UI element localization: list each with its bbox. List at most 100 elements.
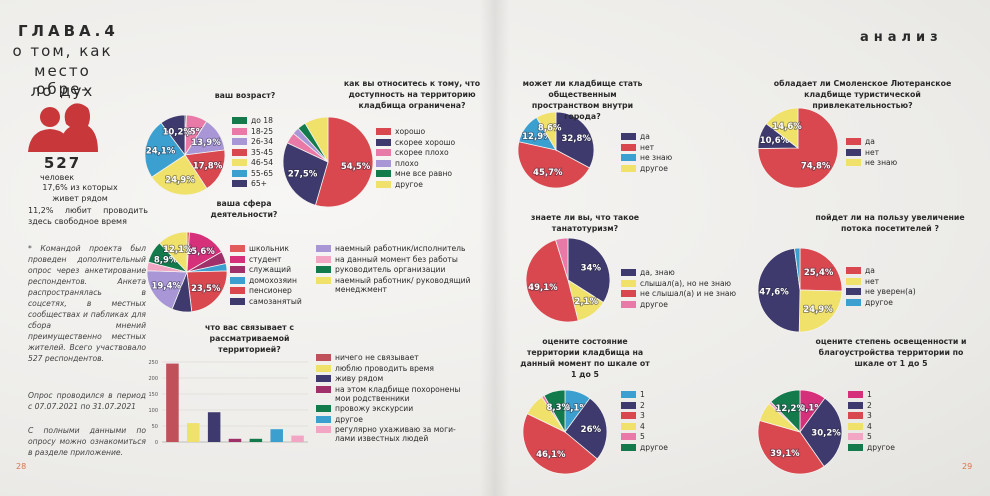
legend-swatch: [846, 288, 861, 295]
bar: [270, 429, 283, 442]
page-number: 28: [16, 462, 27, 471]
pie-slice: [757, 247, 801, 333]
legend-swatch: [846, 138, 861, 145]
data-label: 12,1%: [568, 297, 598, 307]
legend-swatch: [846, 267, 861, 274]
legend-label: руководитель организации: [335, 265, 446, 274]
legend-item: другое: [621, 300, 761, 309]
data-label: 47,6%: [759, 287, 789, 297]
legend-label: другое: [867, 442, 895, 452]
data-label: 14,6%: [772, 122, 802, 132]
pie-slice: [798, 289, 843, 333]
legend-label: 35-45: [251, 147, 274, 157]
legend: наемный работник/исполнитель на данный мо…: [316, 244, 478, 294]
legend-label: 1: [867, 390, 872, 399]
data-label: 39,1%: [770, 449, 800, 459]
pie-slice: [564, 397, 608, 460]
legend-swatch: [376, 149, 391, 156]
legend-label: да, знаю: [640, 268, 675, 277]
bar: [291, 435, 304, 442]
data-label: 32,8%: [561, 134, 591, 144]
legend-item: регулярно ухаживаю за моги-лами известны…: [316, 425, 466, 443]
pie-slice: [757, 420, 825, 475]
chart-title: ваш возраст?: [214, 91, 276, 100]
legend-item: плохо: [376, 159, 486, 168]
legend-label: 3: [867, 411, 872, 420]
data-label: 30,2%: [811, 428, 841, 438]
data-label: 34%: [581, 263, 602, 273]
legend-swatch: [316, 276, 331, 284]
data-label: 8,9%: [154, 255, 178, 265]
chart-title: ваша сфера деятельности?: [210, 199, 278, 219]
legend: да нет не уверен(а) другое: [846, 266, 926, 307]
legend-label: другое: [640, 299, 668, 309]
pie-slice: [151, 154, 208, 196]
legend-label: самозанятый: [249, 296, 302, 306]
chapter-title: место обре-: [34, 62, 91, 98]
pie-slice: [144, 122, 186, 178]
legend-swatch: [848, 412, 863, 419]
legend-swatch: [846, 159, 861, 166]
data-label: 10,1%: [558, 403, 588, 413]
stat-unit: человек: [40, 173, 75, 182]
legend: да, знаю слышал(а), но не знаю не слышал(а…: [621, 268, 761, 309]
pie-slice: [535, 111, 557, 152]
chapter-label: ГЛАВА.4: [18, 22, 119, 40]
data-label: 23,5%: [191, 284, 221, 294]
data-label: 24,9%: [165, 175, 195, 185]
data-label: 12,1%: [163, 245, 193, 255]
legend-item: скорее хорошо: [376, 138, 486, 147]
y-tick-label: 200: [148, 376, 158, 382]
legend-swatch: [232, 169, 247, 177]
respondent-count: 527: [43, 154, 82, 172]
data-label: 8,3%: [546, 403, 570, 413]
legend-swatch: [848, 433, 863, 440]
pie-slice: [555, 111, 595, 169]
survey-appendix: С полными данными по опросу можно ознако…: [28, 426, 146, 457]
legend-item: мне все равно: [376, 169, 486, 178]
chart-title: оцените состояние территории кладбища на…: [520, 337, 650, 379]
legend: да нет не знаю: [846, 137, 926, 167]
pie-slice: [517, 141, 591, 189]
pie-slice: [304, 116, 329, 164]
legend-swatch: [232, 138, 247, 145]
legend-swatch: [230, 276, 245, 284]
survey-period: Опрос проводился в период с 07.07.2021 п…: [28, 391, 146, 411]
legend-item: не знаю: [846, 158, 926, 167]
legend-item: провожу экскурсии: [316, 404, 466, 413]
pie-slice: [314, 116, 374, 208]
legend-label: студент: [249, 254, 282, 264]
stat-leisure: 11,2% любит проводить здесь свободное вр…: [28, 206, 148, 226]
data-label: 49,1%: [528, 283, 558, 293]
legend-swatch: [230, 245, 245, 252]
legend-swatch: [621, 412, 636, 419]
legend-swatch: [316, 245, 331, 252]
legend-item: домохозяин: [230, 276, 312, 285]
legend-swatch: [621, 300, 636, 308]
pie-slice: [543, 389, 566, 434]
data-label: 10,1%: [793, 403, 823, 413]
legend-swatch: [232, 117, 247, 124]
legend-swatch: [232, 159, 247, 166]
legend-label: другое: [335, 414, 363, 424]
legend-swatch: [316, 385, 331, 393]
legend-label: нет: [865, 147, 880, 157]
page-fold: [480, 0, 510, 496]
legend-item: наемный работник/ руководящий менеджмент: [316, 276, 478, 294]
legend-label: другое: [865, 297, 893, 307]
legend: хорошо скорее хорошо скорее плохо плохо мне …: [376, 127, 486, 189]
legend-label: наемный работник/исполнитель: [335, 244, 466, 253]
y-tick-label: 0: [155, 440, 158, 446]
legend-swatch: [621, 269, 636, 276]
legend-label: домохозяин: [249, 275, 297, 285]
y-tick-label: 100: [148, 408, 158, 414]
legend-swatch: [316, 354, 331, 361]
legend-item: 35-45: [232, 148, 297, 157]
legend-label: 4: [867, 421, 872, 431]
legend-item: другое: [376, 180, 486, 189]
legend-swatch: [316, 375, 331, 382]
pie-slice: [184, 149, 226, 190]
legend-label: не уверен(а): [865, 287, 916, 296]
legend-swatch: [621, 164, 636, 172]
data-label: 27,5%: [288, 169, 318, 179]
